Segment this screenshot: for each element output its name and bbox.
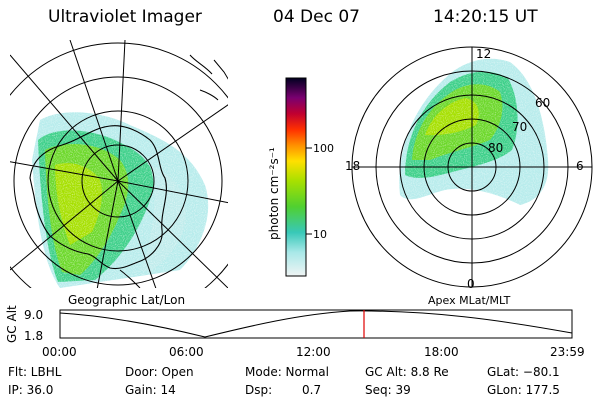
apex-aurora bbox=[380, 50, 560, 220]
time-tick-0600: 06:00 bbox=[169, 345, 204, 359]
mode-info: Mode: Normal bbox=[245, 365, 329, 379]
mlat-label-70: 70 bbox=[512, 120, 527, 134]
colorbar-unit-label: photon cm⁻²s⁻¹ bbox=[267, 147, 281, 240]
mlat-label-60: 60 bbox=[535, 96, 550, 110]
ip-info: IP: 36.0 bbox=[8, 383, 54, 397]
mlt-label-18: 18 bbox=[345, 159, 360, 173]
apex-mlt-lines bbox=[352, 47, 592, 287]
door-info: Door: Open bbox=[125, 365, 194, 379]
seq-info: Seq: 39 bbox=[365, 383, 411, 397]
mlt-label-6: 6 bbox=[576, 159, 584, 173]
mlat-label-80: 80 bbox=[488, 141, 503, 155]
colorbar: 100 10 photon cm⁻²s⁻¹ bbox=[267, 77, 334, 277]
filter-info: Flt: LBHL bbox=[8, 365, 62, 379]
colorbar-tick-label-10: 10 bbox=[313, 228, 327, 241]
geographic-lon-lines bbox=[10, 40, 228, 288]
time-tick-0000: 00:00 bbox=[42, 345, 77, 359]
glat-info: GLat: −80.1 bbox=[487, 365, 560, 379]
dsp-info-value: 0.7 bbox=[302, 383, 322, 397]
colorbar-gradient bbox=[285, 77, 307, 277]
peninsula-outline bbox=[119, 269, 141, 288]
date-label: 04 Dec 07 bbox=[273, 7, 360, 27]
mlt-label-0: 0 bbox=[467, 277, 475, 291]
instrument-title: Ultraviolet Imager bbox=[48, 7, 202, 27]
geographic-panel bbox=[10, 40, 228, 288]
mlt-label-12: 12 bbox=[476, 47, 491, 61]
geographic-panel-label: Geographic Lat/Lon bbox=[68, 293, 186, 307]
gc-alt-info: GC Alt: 8.8 Re bbox=[365, 365, 449, 379]
glon-info: GLon: 177.5 bbox=[487, 383, 560, 397]
altitude-plot-frame bbox=[59, 309, 573, 339]
geographic-lat-circles bbox=[10, 42, 228, 288]
time-tick-2359: 23:59 bbox=[550, 345, 585, 359]
apex-panel: 12 6 0 18 60 70 80 bbox=[345, 46, 593, 291]
altitude-curve bbox=[59, 310, 573, 338]
time-tick-1200: 12:00 bbox=[296, 345, 331, 359]
altitude-plot bbox=[59, 309, 573, 339]
altitude-axis-label: GC Alt bbox=[5, 305, 19, 343]
altitude-ytick-high: 9.0 bbox=[24, 308, 44, 322]
dsp-info-label: Dsp: bbox=[245, 383, 273, 397]
colorbar-tick-label-100: 100 bbox=[313, 142, 334, 155]
coastline-fragments bbox=[189, 54, 228, 101]
time-tick-1800: 18:00 bbox=[424, 345, 459, 359]
continent-outline bbox=[29, 125, 167, 270]
time-label: 14:20:15 UT bbox=[433, 7, 538, 27]
apex-panel-label: Apex MLat/MLT bbox=[428, 294, 511, 307]
altitude-ytick-low: 1.8 bbox=[24, 329, 44, 343]
gain-info: Gain: 14 bbox=[125, 383, 176, 397]
